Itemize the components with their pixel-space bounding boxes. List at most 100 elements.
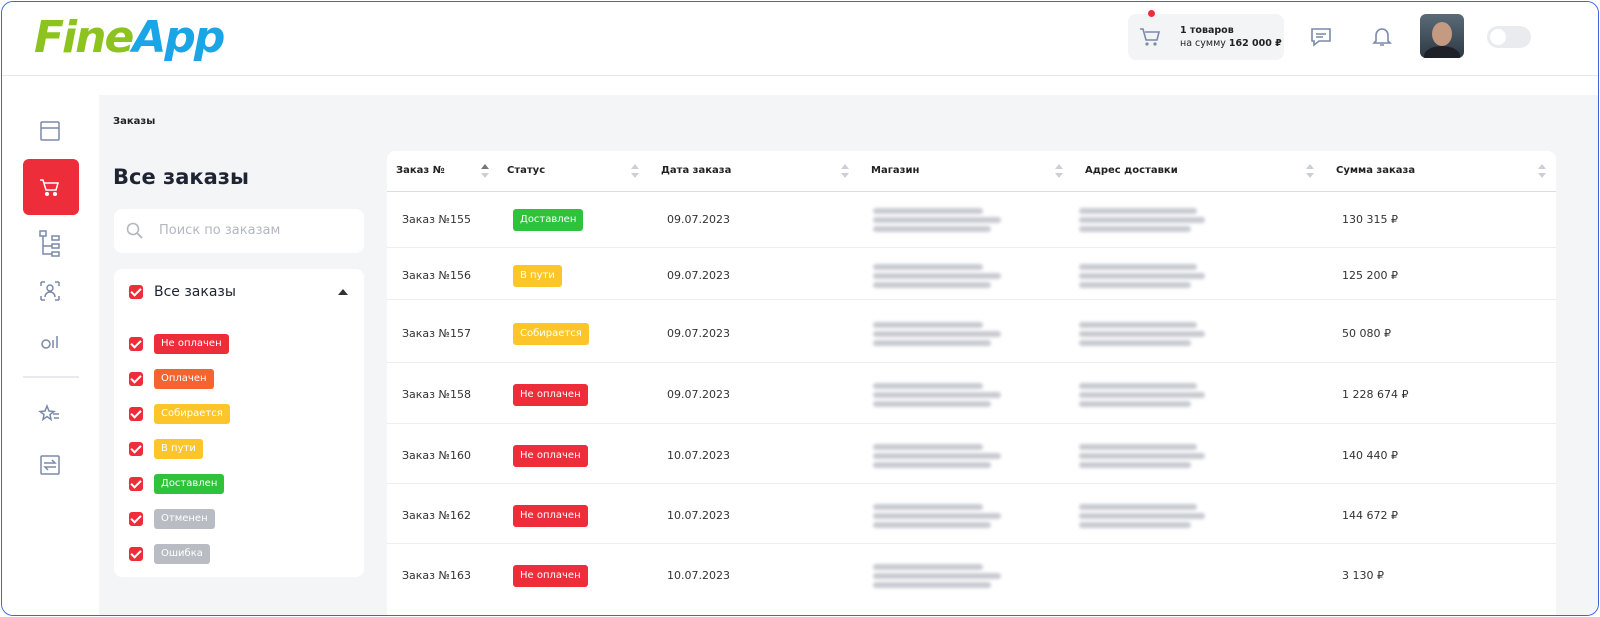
- reports-icon[interactable]: [41, 339, 51, 349]
- status-tag: Не оплачен: [513, 445, 588, 467]
- cart-badge: [1148, 10, 1155, 17]
- logo[interactable]: FineApp: [34, 12, 225, 63]
- row-divider: [387, 362, 1556, 363]
- cart-sum-prefix: на сумму: [1180, 38, 1226, 49]
- redacted-address: [1079, 444, 1197, 450]
- filter-group-label: Все заказы: [154, 284, 236, 300]
- toggle-knob: [1490, 29, 1506, 45]
- collapse-arrow[interactable]: [338, 288, 348, 296]
- header: FineApp 1 товаров на сумму 162 000 ₽: [2, 2, 1598, 76]
- theme-toggle[interactable]: [1487, 26, 1531, 48]
- redacted-shop: [873, 273, 1001, 279]
- redacted-address: [1079, 282, 1191, 288]
- column-header[interactable]: Статус: [507, 165, 546, 176]
- sort-arrows[interactable]: [481, 164, 489, 178]
- status-tag: Оплачен: [154, 369, 214, 389]
- redacted-address: [1079, 330, 1205, 337]
- redacted-address: [1079, 226, 1191, 232]
- avatar[interactable]: [1420, 14, 1464, 58]
- checkbox[interactable]: [129, 547, 143, 561]
- order-number[interactable]: Заказ №163: [402, 569, 471, 582]
- sort-arrows[interactable]: [841, 164, 849, 178]
- status-tag: В пути: [154, 439, 203, 459]
- sort-arrows[interactable]: [1538, 164, 1546, 178]
- favorites-icon[interactable]: [38, 403, 59, 422]
- logo-part: Fine: [34, 12, 134, 63]
- messages-icon[interactable]: [1309, 26, 1333, 48]
- order-date: 09.07.2023: [667, 326, 730, 340]
- avatar-face: [1432, 22, 1452, 46]
- order-sum: 3 130 ₽: [1342, 569, 1384, 582]
- sort-arrows[interactable]: [1055, 164, 1063, 178]
- redacted-shop: [873, 573, 1001, 579]
- checkbox[interactable]: [129, 477, 143, 491]
- redacted-address: [1079, 217, 1205, 223]
- search-icon: [126, 222, 143, 239]
- orders-table: Заказ № Статус Дата заказа Магазин Адрес дос…: [387, 151, 1556, 615]
- order-sum: 140 440 ₽: [1342, 449, 1398, 462]
- order-number[interactable]: Заказ №162: [402, 509, 471, 522]
- checkbox[interactable]: [129, 372, 143, 386]
- status-filter: Все заказы Не оплачен Оплачен Собирается В …: [114, 269, 364, 577]
- row-divider: [387, 483, 1556, 484]
- sort-arrows[interactable]: [631, 164, 639, 178]
- status-tag: Не оплачен: [513, 384, 588, 406]
- redacted-shop: [873, 444, 983, 450]
- checkbox[interactable]: [129, 512, 143, 526]
- users-icon[interactable]: [40, 281, 60, 301]
- page-title: Все заказы: [113, 165, 249, 189]
- redacted-address: [1079, 208, 1197, 214]
- checkbox[interactable]: [129, 285, 143, 299]
- order-date: 10.07.2023: [667, 509, 730, 522]
- checkbox[interactable]: [129, 407, 143, 421]
- redacted-shop: [873, 564, 983, 570]
- order-number[interactable]: Заказ №157: [402, 326, 471, 340]
- exchange-icon[interactable]: [40, 455, 60, 475]
- column-header[interactable]: Дата заказа: [661, 165, 732, 176]
- dashboard-icon[interactable]: [40, 121, 60, 141]
- redacted-address: [1079, 504, 1197, 510]
- orders-nav-active[interactable]: [23, 159, 79, 215]
- order-number[interactable]: Заказ №155: [402, 213, 471, 226]
- checkbox[interactable]: [129, 337, 143, 351]
- redacted-shop: [873, 339, 991, 346]
- column-header[interactable]: Заказ №: [396, 165, 445, 176]
- row-divider: [387, 543, 1556, 544]
- column-header[interactable]: Адрес доставки: [1085, 165, 1178, 176]
- redacted-address: [1079, 264, 1197, 270]
- column-header[interactable]: Сумма заказа: [1336, 165, 1416, 176]
- redacted-shop: [873, 513, 1001, 519]
- order-number[interactable]: Заказ №158: [402, 388, 471, 401]
- status-tag: Ошибка: [154, 544, 210, 564]
- order-number[interactable]: Заказ №156: [402, 269, 471, 282]
- status-tag: Доставлен: [154, 474, 225, 494]
- redacted-shop: [873, 522, 991, 528]
- redacted-shop: [873, 217, 1001, 223]
- redacted-shop: [873, 504, 983, 510]
- order-sum: 50 080 ₽: [1342, 326, 1391, 340]
- column-header[interactable]: Магазин: [871, 165, 920, 176]
- status-tag: Собирается: [154, 404, 230, 424]
- cart-count: 1 товаров: [1180, 25, 1234, 36]
- logo-part: App: [132, 12, 225, 63]
- content: Заказы Все заказы Поиск по заказам Все з…: [99, 95, 1598, 615]
- order-date: 09.07.2023: [667, 213, 730, 226]
- search-placeholder: Поиск по заказам: [159, 223, 281, 238]
- structure-icon[interactable]: [39, 230, 60, 257]
- redacted-shop: [873, 582, 991, 588]
- notifications-icon[interactable]: [1370, 24, 1394, 48]
- search-box[interactable]: Поиск по заказам: [114, 209, 364, 253]
- cart-widget[interactable]: 1 товаров на сумму 162 000 ₽: [1128, 10, 1284, 60]
- status-tag: Не оплачен: [513, 505, 588, 527]
- redacted-address: [1079, 513, 1205, 519]
- breadcrumb[interactable]: Заказы: [113, 116, 156, 127]
- checkbox[interactable]: [129, 442, 143, 456]
- order-date: 09.07.2023: [667, 269, 730, 282]
- order-date: 10.07.2023: [667, 569, 730, 582]
- order-number[interactable]: Заказ №160: [402, 449, 471, 462]
- redacted-address: [1079, 321, 1197, 328]
- status-tag: Не оплачен: [154, 334, 229, 354]
- redacted-shop: [873, 282, 991, 288]
- cart-sum: на сумму 162 000 ₽: [1180, 38, 1282, 49]
- sort-arrows[interactable]: [1306, 164, 1314, 178]
